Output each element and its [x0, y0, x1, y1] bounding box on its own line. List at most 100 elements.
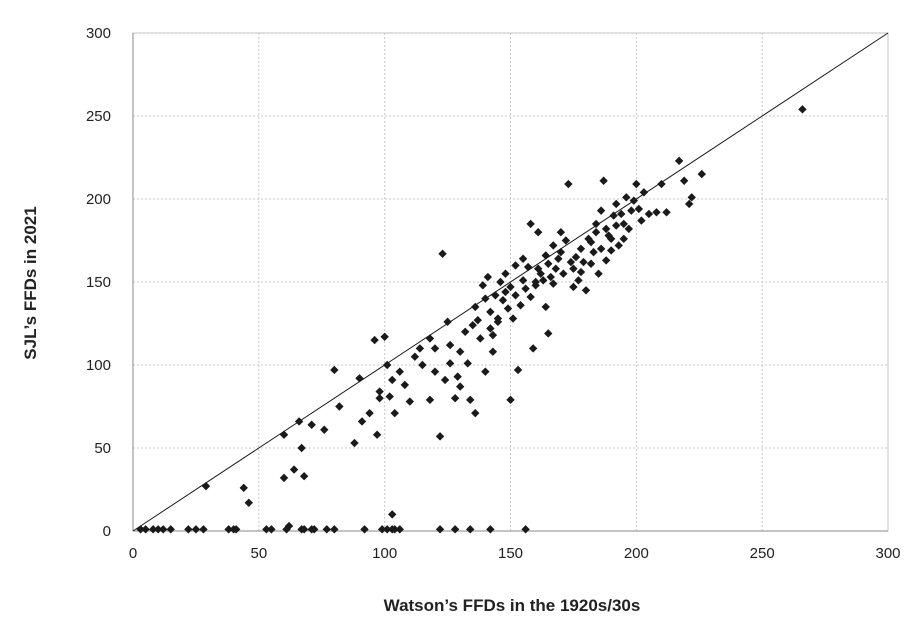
data-point: [455, 382, 465, 391]
data-point: [601, 224, 611, 234]
data-point: [478, 281, 488, 290]
data-point: [360, 525, 369, 534]
data-point: [546, 272, 555, 282]
data-point: [471, 302, 480, 312]
data-point: [622, 193, 631, 202]
data-point: [239, 483, 248, 493]
y-tick-label: 150: [86, 274, 111, 291]
data-point: [574, 276, 583, 285]
data-point: [569, 264, 578, 273]
data-point: [612, 199, 621, 209]
data-point: [435, 432, 445, 441]
data-point: [335, 402, 344, 411]
data-point: [415, 344, 425, 353]
data-point: [579, 257, 588, 267]
data-point: [596, 206, 606, 215]
data-point: [201, 481, 211, 491]
data-point: [586, 259, 596, 268]
data-point: [385, 392, 394, 401]
x-axis-title: Watson’s FFDs in the 1920s/30s: [384, 596, 641, 615]
data-point: [357, 417, 367, 426]
data-point: [282, 525, 291, 534]
data-point: [541, 302, 550, 312]
data-point: [294, 417, 304, 426]
data-point: [508, 314, 518, 323]
data-point: [521, 525, 530, 534]
data-point: [350, 438, 359, 448]
data-point: [559, 269, 568, 278]
data-point: [614, 241, 623, 250]
data-point: [589, 247, 598, 257]
x-tick-label: 150: [498, 545, 523, 562]
data-point: [445, 359, 455, 368]
data-point: [267, 525, 276, 534]
data-point: [624, 224, 633, 234]
data-point: [473, 315, 482, 325]
data-point: [556, 247, 566, 257]
data-point: [468, 320, 477, 330]
data-point: [330, 525, 339, 534]
data-point: [511, 291, 520, 300]
data-point: [390, 408, 399, 418]
data-point: [488, 330, 498, 340]
data-point: [400, 380, 409, 390]
data-point: [619, 219, 628, 229]
tick-labels: 0 50 100 150 200 250 300 0 50 100 150 200 250 300: [86, 25, 901, 562]
y-tick-label: 300: [86, 25, 111, 42]
data-point: [159, 525, 168, 534]
data-point: [549, 241, 558, 250]
data-point: [684, 199, 694, 209]
data-point: [388, 375, 397, 385]
data-point: [523, 262, 533, 272]
data-point: [629, 196, 639, 205]
data-point: [483, 272, 493, 282]
data-point: [488, 347, 498, 356]
data-point: [536, 269, 545, 278]
data-point: [697, 169, 706, 179]
data-point: [481, 294, 490, 303]
data-point: [617, 209, 626, 219]
data-point: [639, 188, 649, 197]
data-point: [566, 257, 576, 267]
data-point: [596, 244, 606, 253]
data-point: [395, 367, 404, 376]
data-point: [435, 525, 445, 534]
data-point: [461, 327, 470, 336]
data-point: [425, 395, 435, 405]
data-point: [481, 367, 490, 376]
data-point: [153, 525, 163, 534]
data-point: [466, 525, 475, 534]
data-points: [136, 105, 807, 534]
data-point: [687, 193, 696, 202]
x-tick-label: 250: [750, 545, 775, 562]
data-point: [662, 208, 671, 217]
data-point: [141, 525, 150, 534]
data-point: [471, 408, 480, 418]
data-point: [506, 395, 515, 405]
data-point: [450, 394, 460, 403]
data-point: [405, 397, 415, 406]
y-tick-label: 0: [103, 523, 111, 540]
data-point: [262, 525, 271, 534]
data-point: [652, 208, 661, 217]
data-point: [496, 277, 505, 287]
data-point: [310, 525, 319, 534]
data-point: [430, 367, 440, 376]
data-point: [526, 292, 535, 302]
data-point: [377, 525, 387, 534]
data-point: [571, 252, 581, 262]
data-point: [390, 525, 399, 534]
data-point: [148, 525, 158, 534]
x-tick-label: 200: [624, 545, 649, 562]
data-point: [476, 334, 485, 343]
data-point: [231, 525, 241, 534]
data-point: [284, 521, 294, 531]
x-tick-label: 50: [250, 545, 267, 562]
data-point: [443, 317, 452, 327]
data-point: [531, 277, 540, 287]
data-point: [657, 179, 666, 189]
data-point: [591, 219, 601, 229]
data-point: [541, 251, 550, 260]
data-point: [453, 372, 462, 381]
